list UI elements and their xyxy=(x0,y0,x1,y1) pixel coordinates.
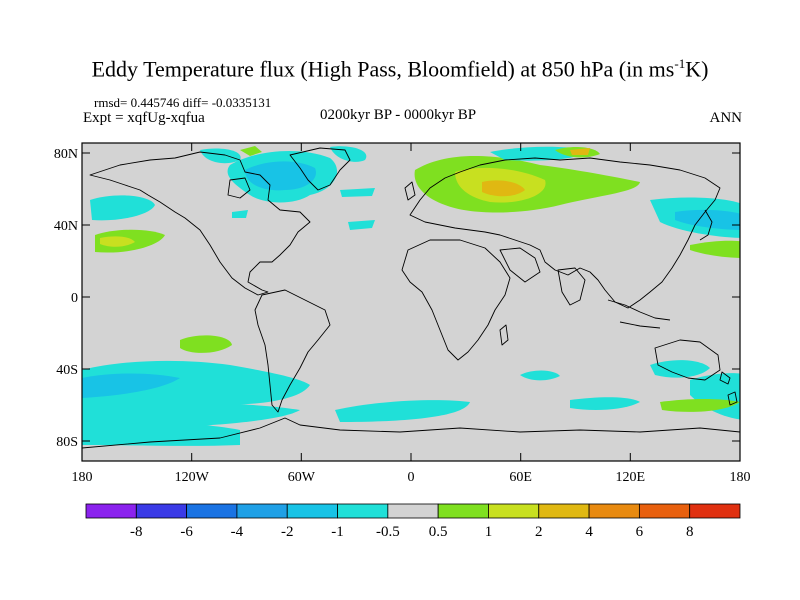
colorbar: -8 -6 -4 -2 -1 -0.5 0.5 1 2 4 6 8 xyxy=(85,503,741,540)
x-tick-label: 180 xyxy=(730,470,751,485)
x-tick-label: 120W xyxy=(175,470,210,485)
colorbar-label: -0.5 xyxy=(376,524,400,540)
colorbar-label: 0.5 xyxy=(429,524,448,540)
experiment-label: Expt = xqfUg-xqfua xyxy=(83,110,205,126)
anomaly-contours xyxy=(82,146,740,446)
x-tick-label: 120E xyxy=(616,470,646,485)
colorbar-swatch xyxy=(337,503,389,519)
x-tick-label: 60W xyxy=(288,470,316,485)
coastlines xyxy=(82,147,740,449)
rmsd-diff-stats: rmsd= 0.445746 diff= -0.0335131 xyxy=(94,95,272,110)
title-superscript: -1 xyxy=(674,56,686,71)
colorbar-label: 8 xyxy=(686,524,694,540)
x-tick-label: 0 xyxy=(408,470,415,485)
x-axis-ticks xyxy=(81,143,741,461)
y-axis-ticks xyxy=(82,152,740,442)
x-axis-labels: 180 120W 60W 0 60E 120E 180 xyxy=(72,470,751,485)
colorbar-swatch xyxy=(186,503,238,519)
title-units-end: K) xyxy=(685,56,709,82)
y-tick-label: 80N xyxy=(54,147,78,162)
x-tick-label: 60E xyxy=(509,470,532,485)
colorbar-swatch xyxy=(135,503,188,519)
time-period-label: 0200kyr BP - 0000kyr BP xyxy=(320,107,477,123)
y-axis-labels: 80N 40N 0 40S 80S xyxy=(54,147,78,450)
y-tick-label: 40S xyxy=(56,363,78,378)
colorbar-swatch xyxy=(488,503,540,519)
colorbar-label: -4 xyxy=(231,524,244,540)
x-tick-label: 180 xyxy=(72,470,93,485)
colorbar-label: 2 xyxy=(535,524,543,540)
plot-title: Eddy Temperature flux (High Pass, Bloomf… xyxy=(0,56,800,82)
colorbar-swatch xyxy=(638,503,691,519)
colorbar-swatch xyxy=(387,503,439,519)
y-tick-label: 80S xyxy=(56,435,78,450)
colorbar-label: -8 xyxy=(130,524,143,540)
colorbar-label: -1 xyxy=(331,524,344,540)
colorbar-swatch xyxy=(437,503,489,519)
colorbar-swatch xyxy=(588,503,640,519)
colorbar-label: 4 xyxy=(585,524,593,540)
y-tick-label: 40N xyxy=(54,219,78,234)
y-tick-label: 0 xyxy=(71,291,78,306)
title-text: Eddy Temperature flux (High Pass, Bloomf… xyxy=(91,56,675,82)
colorbar-label: -2 xyxy=(281,524,294,540)
colorbar-swatch xyxy=(286,503,338,519)
colorbar-swatch xyxy=(538,503,590,519)
colorbar-swatch xyxy=(689,503,741,519)
colorbar-label: -6 xyxy=(180,524,193,540)
colorbar-label: 1 xyxy=(485,524,493,540)
season-label: ANN xyxy=(709,110,743,126)
colorbar-swatch xyxy=(85,503,137,519)
colorbar-label: 6 xyxy=(636,524,644,540)
colorbar-swatch xyxy=(236,503,288,519)
